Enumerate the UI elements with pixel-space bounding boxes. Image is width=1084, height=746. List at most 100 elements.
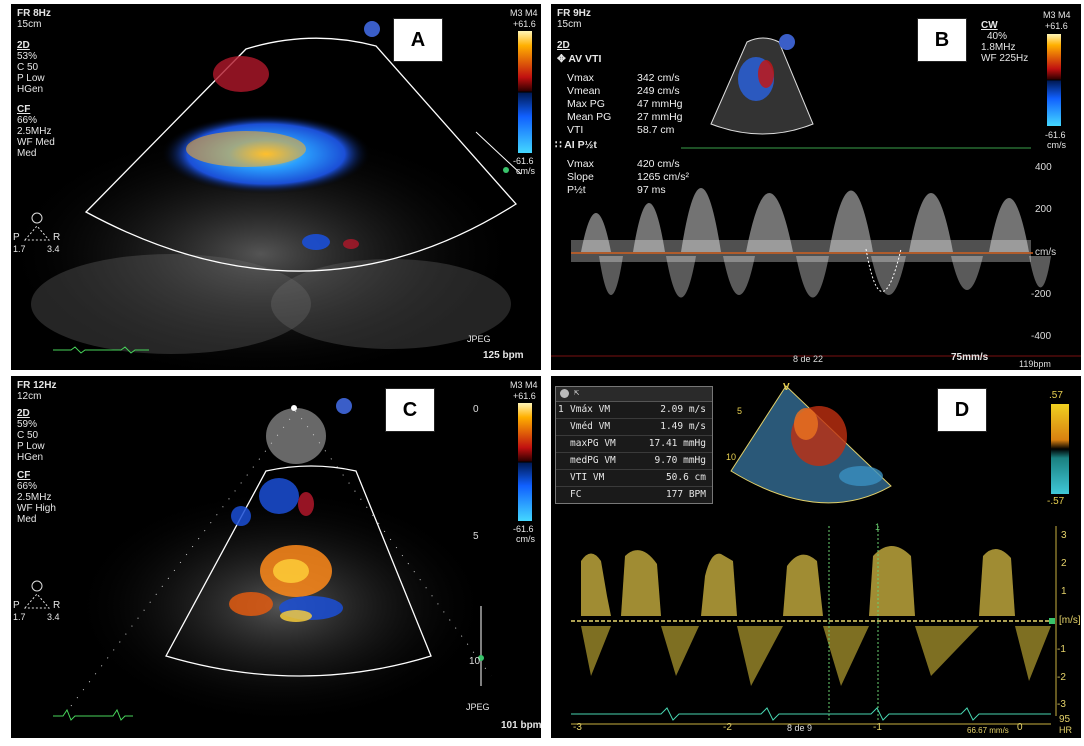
- param-cf-3: WF High: [17, 503, 56, 514]
- y-tick: 1: [1061, 586, 1067, 597]
- scale-header: M3 M4: [510, 8, 538, 18]
- measure-value: 420 cm/s: [637, 158, 680, 170]
- row-key: maxPG VM: [570, 438, 616, 449]
- measure-key: Mean PG: [567, 111, 612, 123]
- measure-row: Vmax 420 cm/s: [567, 158, 697, 171]
- y-tick: 400: [1035, 162, 1052, 173]
- scale-max: +61.6: [513, 19, 536, 29]
- table-row: 1 Vmáx VM 2.09 m/s: [556, 402, 712, 419]
- measure-key: P½t: [567, 184, 586, 196]
- section-ai-pht-label: AI P½t: [564, 139, 597, 151]
- param-2d-1: 53%: [17, 51, 38, 62]
- row-value: 17.41 mmHg: [648, 438, 706, 449]
- depth-tick: 10: [469, 656, 481, 667]
- record-icon: [560, 389, 569, 398]
- scale-header: M3 M4: [1043, 10, 1071, 20]
- param-2d-3: P Low: [17, 441, 45, 452]
- depth: 12cm: [17, 391, 42, 402]
- measure-row: Slope 1265 cm/s²: [567, 171, 697, 184]
- param-cf-4: Med: [17, 514, 37, 525]
- panel-a-image: [11, 21, 522, 370]
- cw-param-2: 1.8MHz: [981, 42, 1016, 53]
- measure-value: 47 mmHg: [637, 98, 683, 110]
- scale-max: +61.6: [1045, 21, 1068, 31]
- scale-unit: cm/s: [1047, 140, 1066, 150]
- scale-unit: cm/s: [516, 166, 535, 176]
- param-2d-3: P Low: [17, 73, 45, 84]
- sector-outline: [84, 37, 517, 272]
- panel-b: FR 9Hz 15cm 2D ✥ AV VTI Vmax 342 cm/s Vme…: [551, 4, 1081, 370]
- measure-row: Vmax 342 cm/s: [567, 72, 697, 85]
- measure-row: VTI 58.7 cm: [567, 124, 697, 137]
- param-cf-2: 2.5MHz: [17, 492, 52, 503]
- av-vti-measurements: Vmax 342 cm/s Vmean 249 cm/s Max PG 47 mmHg…: [567, 72, 697, 137]
- color-box-outline: [165, 465, 432, 677]
- y-tick: -2: [1057, 672, 1066, 683]
- measure-key: Slope: [567, 171, 594, 183]
- section-ai-pht: ∷ AI P½t: [555, 139, 597, 151]
- heart-rate: 119bpm: [1019, 359, 1051, 369]
- param-cf-1: 66%: [17, 115, 38, 126]
- panel-d-image: [571, 385, 1057, 725]
- y-tick: 2: [1061, 558, 1067, 569]
- frame-rate: FR 12Hz: [17, 380, 57, 391]
- depth-tick: 5: [473, 531, 479, 542]
- orient-rv: 3.4: [47, 244, 60, 254]
- scale-min: -61.6: [1045, 130, 1066, 140]
- depth: 15cm: [557, 19, 582, 30]
- panel-b-image: [551, 34, 1081, 357]
- panel-label: D: [937, 388, 987, 432]
- row-value: 50.6 cm: [665, 472, 706, 483]
- mode-2d: 2D: [557, 40, 570, 51]
- row-key: VTI VM: [570, 472, 605, 483]
- param-cf-2: 2.5MHz: [17, 126, 52, 137]
- probe-icon: [779, 34, 795, 50]
- row-index: 1: [558, 404, 564, 415]
- color-scale-bar: [518, 403, 532, 521]
- mode-cw: CW: [981, 20, 998, 31]
- scale-max: .57: [1049, 390, 1063, 401]
- row-key: medPG VM: [570, 455, 616, 466]
- page-indicator: 8 de 22: [793, 354, 824, 364]
- scale-unit: cm/s: [516, 534, 535, 544]
- table-row: Vméd VM 1.49 m/s: [556, 419, 712, 436]
- frame-rate: FR 9Hz: [557, 8, 591, 19]
- measure-key: Vmax: [567, 158, 594, 170]
- panel-a: FR 8Hz 15cm 2D 53% C 50 P Low HGen CF 66…: [11, 4, 541, 370]
- sweep-speed: 75mm/s: [951, 352, 989, 363]
- mode-cf: CF: [17, 470, 31, 481]
- depth-tick: 0: [473, 404, 479, 415]
- panel-label: B: [917, 18, 967, 62]
- panel-c-image: [23, 398, 492, 726]
- measure-key: VTI: [567, 124, 584, 136]
- param-2d-2: C 50: [17, 62, 39, 73]
- measure-key: Vmean: [567, 85, 601, 97]
- y-tick: -1: [1057, 644, 1066, 655]
- y-tick: -200: [1031, 289, 1052, 300]
- panel-c: FR 12Hz 12cm 2D 59% C 50 P Low HGen CF 6…: [11, 376, 541, 738]
- image-format: JPEG: [467, 334, 491, 344]
- param-2d-1: 59%: [17, 419, 38, 430]
- scale-min: -61.6: [513, 156, 534, 166]
- measure-row: P½t 97 ms: [567, 184, 697, 197]
- sweep-speed: 66.67 mm/s: [967, 726, 1009, 735]
- cursor-mark: 1: [875, 522, 881, 532]
- y-tick: 3: [1061, 530, 1067, 541]
- measure-row: Mean PG 27 mmHg: [567, 111, 697, 124]
- param-2d-2: C 50: [17, 430, 39, 441]
- orient-p: P: [13, 232, 20, 243]
- orient-r: R: [53, 232, 61, 243]
- x-tick: -2: [723, 722, 732, 733]
- row-key: Vméd VM: [570, 421, 611, 432]
- table-row: maxPG VM 17.41 mmHg: [556, 436, 712, 453]
- y-tick: -400: [1031, 331, 1052, 342]
- heart-rate: 101 bpm: [501, 720, 541, 731]
- color-scale-bar: [518, 31, 532, 153]
- table-row: FC 177 BPM: [556, 487, 712, 503]
- measure-value: 27 mmHg: [637, 111, 683, 123]
- section-av-vti: ✥ AV VTI: [557, 53, 602, 65]
- row-value: 2.09 m/s: [660, 404, 706, 415]
- scale-min: -.57: [1047, 496, 1065, 507]
- table-row: medPG VM 9.70 mmHg: [556, 453, 712, 470]
- param-2d-4: HGen: [17, 84, 44, 95]
